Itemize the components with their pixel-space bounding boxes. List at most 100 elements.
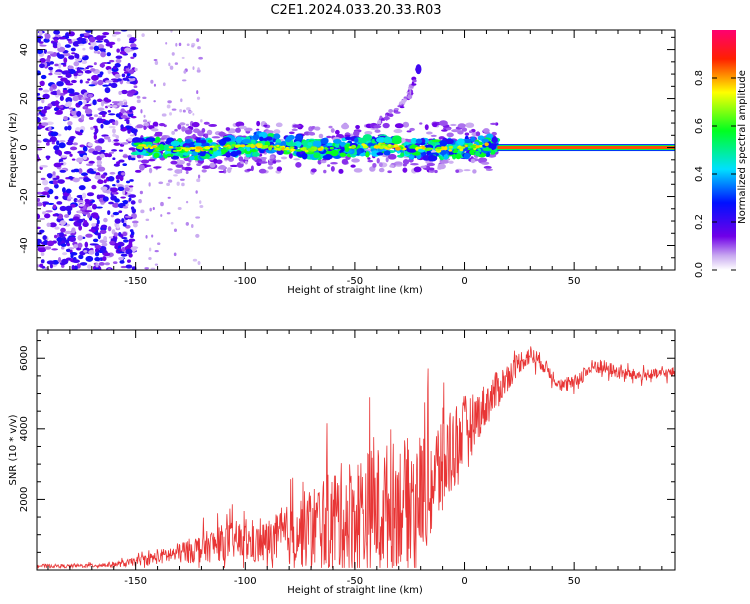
- noise-speckle: [118, 256, 124, 261]
- band-halo: [379, 162, 383, 168]
- noise-speckle: [108, 236, 114, 239]
- noise-speckle: [90, 68, 96, 72]
- noise-speckle: [40, 259, 45, 264]
- band-blob: [427, 155, 438, 162]
- noise-speckle: [168, 62, 171, 67]
- noise-speckle: [96, 164, 102, 168]
- band-ridge: [307, 148, 315, 151]
- band-halo: [140, 159, 150, 164]
- snr-series-line: [37, 346, 675, 569]
- band-halo: [463, 169, 471, 172]
- noise-speckle: [111, 71, 115, 74]
- noise-speckle: [166, 182, 171, 186]
- noise-speckle: [154, 263, 159, 266]
- noise-speckle: [131, 220, 139, 224]
- noise-speckle: [96, 194, 101, 200]
- band-halo: [181, 166, 185, 170]
- band-ridge: [143, 146, 149, 149]
- band-ridge: [281, 146, 285, 151]
- band-blob: [153, 152, 160, 158]
- band-halo: [291, 128, 298, 132]
- noise-speckle: [114, 63, 121, 68]
- noise-speckle: [133, 85, 138, 89]
- band-halo: [235, 127, 241, 133]
- band-halo: [218, 165, 226, 170]
- band-halo: [374, 129, 381, 133]
- noise-speckle: [37, 264, 40, 268]
- noise-speckle: [119, 50, 127, 55]
- noise-speckle: [128, 197, 132, 202]
- noise-speckle: [40, 109, 47, 115]
- noise-speckle: [112, 211, 120, 216]
- band-blob: [195, 137, 202, 144]
- band-blob: [307, 142, 313, 146]
- streak-speckle: [407, 94, 413, 100]
- noise-speckle: [140, 109, 143, 114]
- band-halo: [310, 168, 317, 173]
- noise-speckle: [46, 57, 51, 63]
- noise-speckle: [41, 122, 49, 127]
- band-halo: [206, 129, 213, 136]
- noise-speckle: [181, 79, 187, 82]
- y-tick-label: -40: [19, 237, 30, 253]
- noise-speckle: [66, 242, 70, 247]
- band-blob: [230, 141, 237, 145]
- noise-speckle: [177, 206, 182, 211]
- noise-speckle: [39, 57, 46, 63]
- band-halo: [457, 123, 466, 129]
- noise-speckle: [37, 148, 43, 151]
- band-halo: [295, 161, 302, 168]
- noise-speckle: [108, 83, 113, 87]
- noise-speckle: [105, 80, 113, 83]
- noise-speckle: [62, 252, 68, 256]
- band-halo: [424, 124, 429, 131]
- x-tick-label: -150: [124, 276, 147, 287]
- noise-speckle: [124, 184, 130, 188]
- noise-speckle: [117, 186, 125, 192]
- band-ridge: [154, 147, 161, 150]
- noise-speckle: [37, 112, 40, 116]
- band-halo: [327, 164, 331, 167]
- noise-speckle: [181, 182, 185, 187]
- band-ridge: [181, 147, 187, 150]
- noise-speckle: [170, 221, 174, 225]
- noise-speckle: [91, 222, 97, 227]
- colorbar-ticks: 0.0 0.2 0.4 0.6 0.8: [694, 70, 736, 278]
- band-halo: [179, 122, 186, 126]
- band-halo: [372, 162, 377, 168]
- band-ridge: [175, 146, 181, 151]
- noise-speckle: [77, 210, 82, 213]
- noise-speckle: [37, 238, 42, 244]
- noise-speckle: [128, 185, 134, 188]
- band-halo: [364, 130, 373, 136]
- band-blob: [246, 146, 251, 152]
- band-ridge: [256, 145, 263, 149]
- noise-speckle: [89, 170, 97, 174]
- noise-speckle: [103, 136, 111, 140]
- band-ridge: [166, 149, 172, 152]
- band-halo: [429, 167, 435, 171]
- noise-speckle: [113, 232, 119, 237]
- noise-speckle: [99, 229, 107, 235]
- noise-speckle: [93, 134, 98, 140]
- noise-speckle: [96, 98, 103, 102]
- noise-speckle: [109, 171, 116, 175]
- noise-speckle: [39, 80, 45, 87]
- noise-speckle: [104, 98, 112, 103]
- noise-speckle: [125, 248, 133, 255]
- noise-speckle: [110, 187, 118, 193]
- noise-speckle: [121, 73, 126, 78]
- noise-speckle: [57, 54, 65, 59]
- noise-speckle: [116, 249, 121, 252]
- noise-speckle: [72, 216, 80, 221]
- band-ridge: [262, 145, 269, 149]
- noise-speckle: [98, 112, 105, 115]
- band-halo: [432, 122, 438, 128]
- noise-speckle: [65, 248, 71, 253]
- noise-speckle: [81, 172, 88, 177]
- noise-speckle: [96, 117, 103, 124]
- noise-speckle: [67, 125, 72, 131]
- noise-speckle: [95, 40, 103, 43]
- noise-speckle: [143, 114, 146, 118]
- noise-speckle: [43, 186, 50, 191]
